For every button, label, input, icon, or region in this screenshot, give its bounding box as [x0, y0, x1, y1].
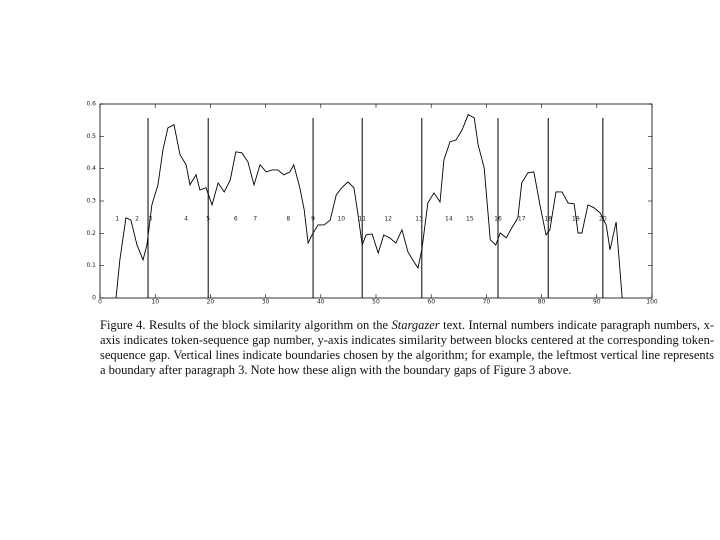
- paragraph-label: 10: [337, 215, 345, 222]
- y-tick-label: 0.6: [86, 101, 96, 108]
- paragraph-label: 5: [206, 215, 210, 222]
- y-tick-label: 0.5: [86, 133, 96, 140]
- paragraph-label: 8: [286, 215, 290, 222]
- paragraph-label: 17: [518, 215, 526, 222]
- y-tick-label: 0.4: [86, 165, 96, 172]
- caption: Figure 4. Results of the block similarit…: [100, 318, 714, 378]
- paragraph-label: 13: [415, 215, 423, 222]
- paragraph-label: 11: [358, 215, 366, 222]
- x-tick-label: 90: [593, 299, 601, 306]
- x-tick-label: 20: [207, 299, 215, 306]
- x-tick-label: 60: [427, 299, 435, 306]
- caption-text: text. Internal numbers indicate paragrap…: [100, 318, 715, 377]
- plot-frame: [99, 103, 653, 299]
- paragraph-label: 1: [115, 215, 119, 222]
- x-tick-label: 80: [538, 299, 546, 306]
- x-tick-label: 10: [151, 299, 159, 306]
- paragraph-label: 14: [445, 215, 453, 222]
- y-tick-label: 0: [92, 295, 96, 302]
- y-tick-label: 0.1: [86, 262, 96, 269]
- x-tick-label: 100: [646, 299, 658, 306]
- caption-text: Figure 4. Results of the block similarit…: [100, 318, 392, 332]
- x-tick-label: 50: [372, 299, 380, 306]
- paragraph-label: 16: [494, 215, 502, 222]
- y-tick-label: 0.2: [86, 230, 96, 237]
- x-tick-label: 70: [483, 299, 491, 306]
- x-tick-label: 40: [317, 299, 325, 306]
- paragraph-label: 4: [184, 215, 188, 222]
- paragraph-label: 15: [466, 215, 474, 222]
- chart: 0 10 20 30 40 50 60 70 80 90 100 0 0.1 0.2 0.3 0.4 0.5 0.…: [86, 101, 658, 306]
- paragraph-label: 12: [384, 215, 392, 222]
- paragraph-label: 2: [135, 215, 139, 222]
- y-tick-label: 0.3: [86, 198, 96, 205]
- paragraph-label: 6: [234, 215, 238, 222]
- paragraph-label: 7: [253, 215, 257, 222]
- x-tick-label: 0: [98, 299, 102, 306]
- similarity-line: [115, 114, 623, 299]
- caption-italic: Stargazer: [391, 318, 440, 332]
- paragraph-label: 9: [311, 215, 315, 222]
- paragraph-label: 18: [544, 215, 552, 222]
- x-tick-label: 30: [262, 299, 270, 306]
